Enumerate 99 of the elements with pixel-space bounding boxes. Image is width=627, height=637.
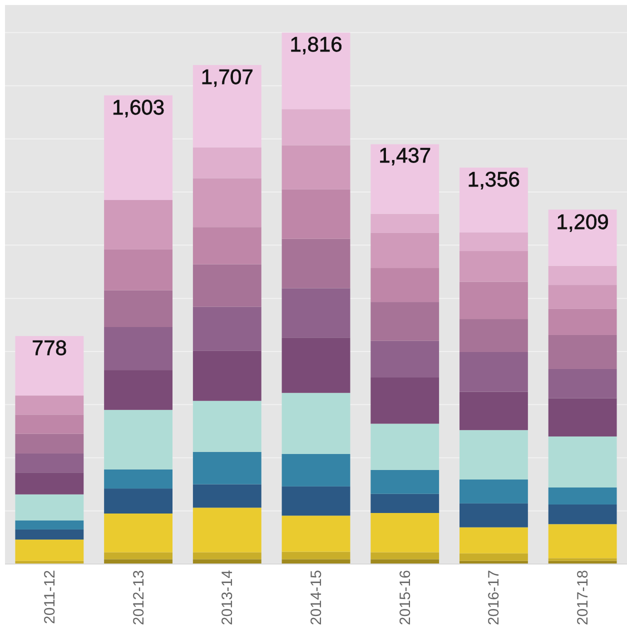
bar	[104, 410, 172, 470]
bar	[370, 302, 440, 341]
bar	[282, 454, 350, 486]
bar	[548, 398, 617, 436]
bar	[548, 487, 617, 504]
bar	[370, 494, 440, 513]
bar	[548, 210, 617, 266]
bar	[104, 290, 172, 328]
annotation: 1,816	[290, 34, 342, 57]
bar	[282, 392, 350, 454]
bar	[15, 540, 84, 561]
bar	[104, 552, 172, 560]
bar	[460, 352, 528, 392]
bar	[370, 470, 440, 494]
bar	[460, 282, 528, 320]
bar	[282, 559, 350, 564]
bar	[282, 516, 350, 552]
bar	[282, 109, 350, 146]
bar	[548, 558, 617, 561]
bar	[192, 552, 262, 560]
bar	[370, 340, 440, 378]
bar	[370, 512, 440, 552]
bar	[192, 484, 262, 508]
bar	[370, 424, 440, 470]
bar	[460, 232, 528, 252]
annotation: 1,603	[112, 96, 165, 120]
bar	[370, 232, 440, 268]
bar	[104, 469, 172, 489]
x-tick-label: 2015-16	[396, 570, 414, 626]
bar	[192, 178, 262, 228]
bar	[460, 430, 528, 480]
bar	[282, 32, 350, 110]
bar	[282, 288, 350, 338]
bar	[460, 168, 528, 232]
bar	[282, 238, 350, 288]
bar	[192, 264, 262, 307]
bar	[548, 504, 617, 524]
bar	[104, 514, 172, 552]
bar	[548, 334, 617, 369]
bar	[370, 214, 440, 233]
bar	[104, 559, 172, 564]
bar	[548, 368, 617, 398]
bar	[460, 503, 528, 528]
bar	[548, 524, 617, 558]
x-tick-label: 2017-18	[574, 570, 592, 626]
bar	[104, 200, 172, 250]
bar	[460, 251, 528, 282]
bar	[15, 414, 84, 434]
bar	[104, 488, 172, 514]
annotation: 1,209	[556, 211, 609, 234]
bar	[104, 327, 172, 370]
bar	[548, 285, 617, 309]
bar	[192, 508, 262, 552]
bar	[192, 65, 262, 148]
x-tick-label: 2012-13	[130, 570, 148, 626]
bar	[282, 486, 350, 516]
bar	[282, 145, 350, 190]
bar	[15, 520, 84, 530]
bar	[460, 392, 528, 430]
bar	[192, 400, 262, 452]
bar	[15, 494, 84, 520]
bar	[282, 338, 350, 393]
bar	[15, 453, 84, 473]
annotation: 778	[32, 337, 67, 360]
x-tick-label: 2014-15	[308, 570, 325, 626]
bar	[15, 434, 84, 454]
x-tick-label: 2011-12	[41, 570, 58, 624]
bar	[192, 452, 262, 484]
bar	[548, 308, 617, 335]
bar	[15, 396, 84, 415]
bar	[370, 268, 440, 302]
bar	[192, 147, 262, 178]
bar	[192, 559, 262, 564]
bar	[192, 306, 262, 351]
bar	[460, 553, 528, 561]
bar	[15, 336, 84, 396]
bar	[104, 249, 172, 290]
bar	[282, 552, 350, 560]
bar	[192, 227, 262, 264]
bar	[282, 189, 350, 239]
bar	[370, 144, 440, 214]
bar	[548, 436, 617, 488]
bar	[15, 472, 84, 494]
bar	[370, 552, 440, 560]
bar	[15, 529, 84, 540]
bar	[370, 377, 440, 424]
bar	[548, 266, 617, 286]
bar	[460, 319, 528, 352]
annotation: 1,437	[378, 144, 432, 168]
annotation: 1,707	[200, 66, 254, 90]
bar	[460, 480, 528, 504]
x-tick-label: 2016-17	[486, 570, 503, 626]
x-tick-label: 2013-14	[219, 570, 236, 626]
bar	[192, 350, 262, 401]
bar	[104, 95, 172, 200]
bar	[104, 370, 172, 410]
annotation: 1,356	[467, 168, 520, 192]
bar	[370, 559, 440, 564]
bar	[460, 527, 528, 554]
